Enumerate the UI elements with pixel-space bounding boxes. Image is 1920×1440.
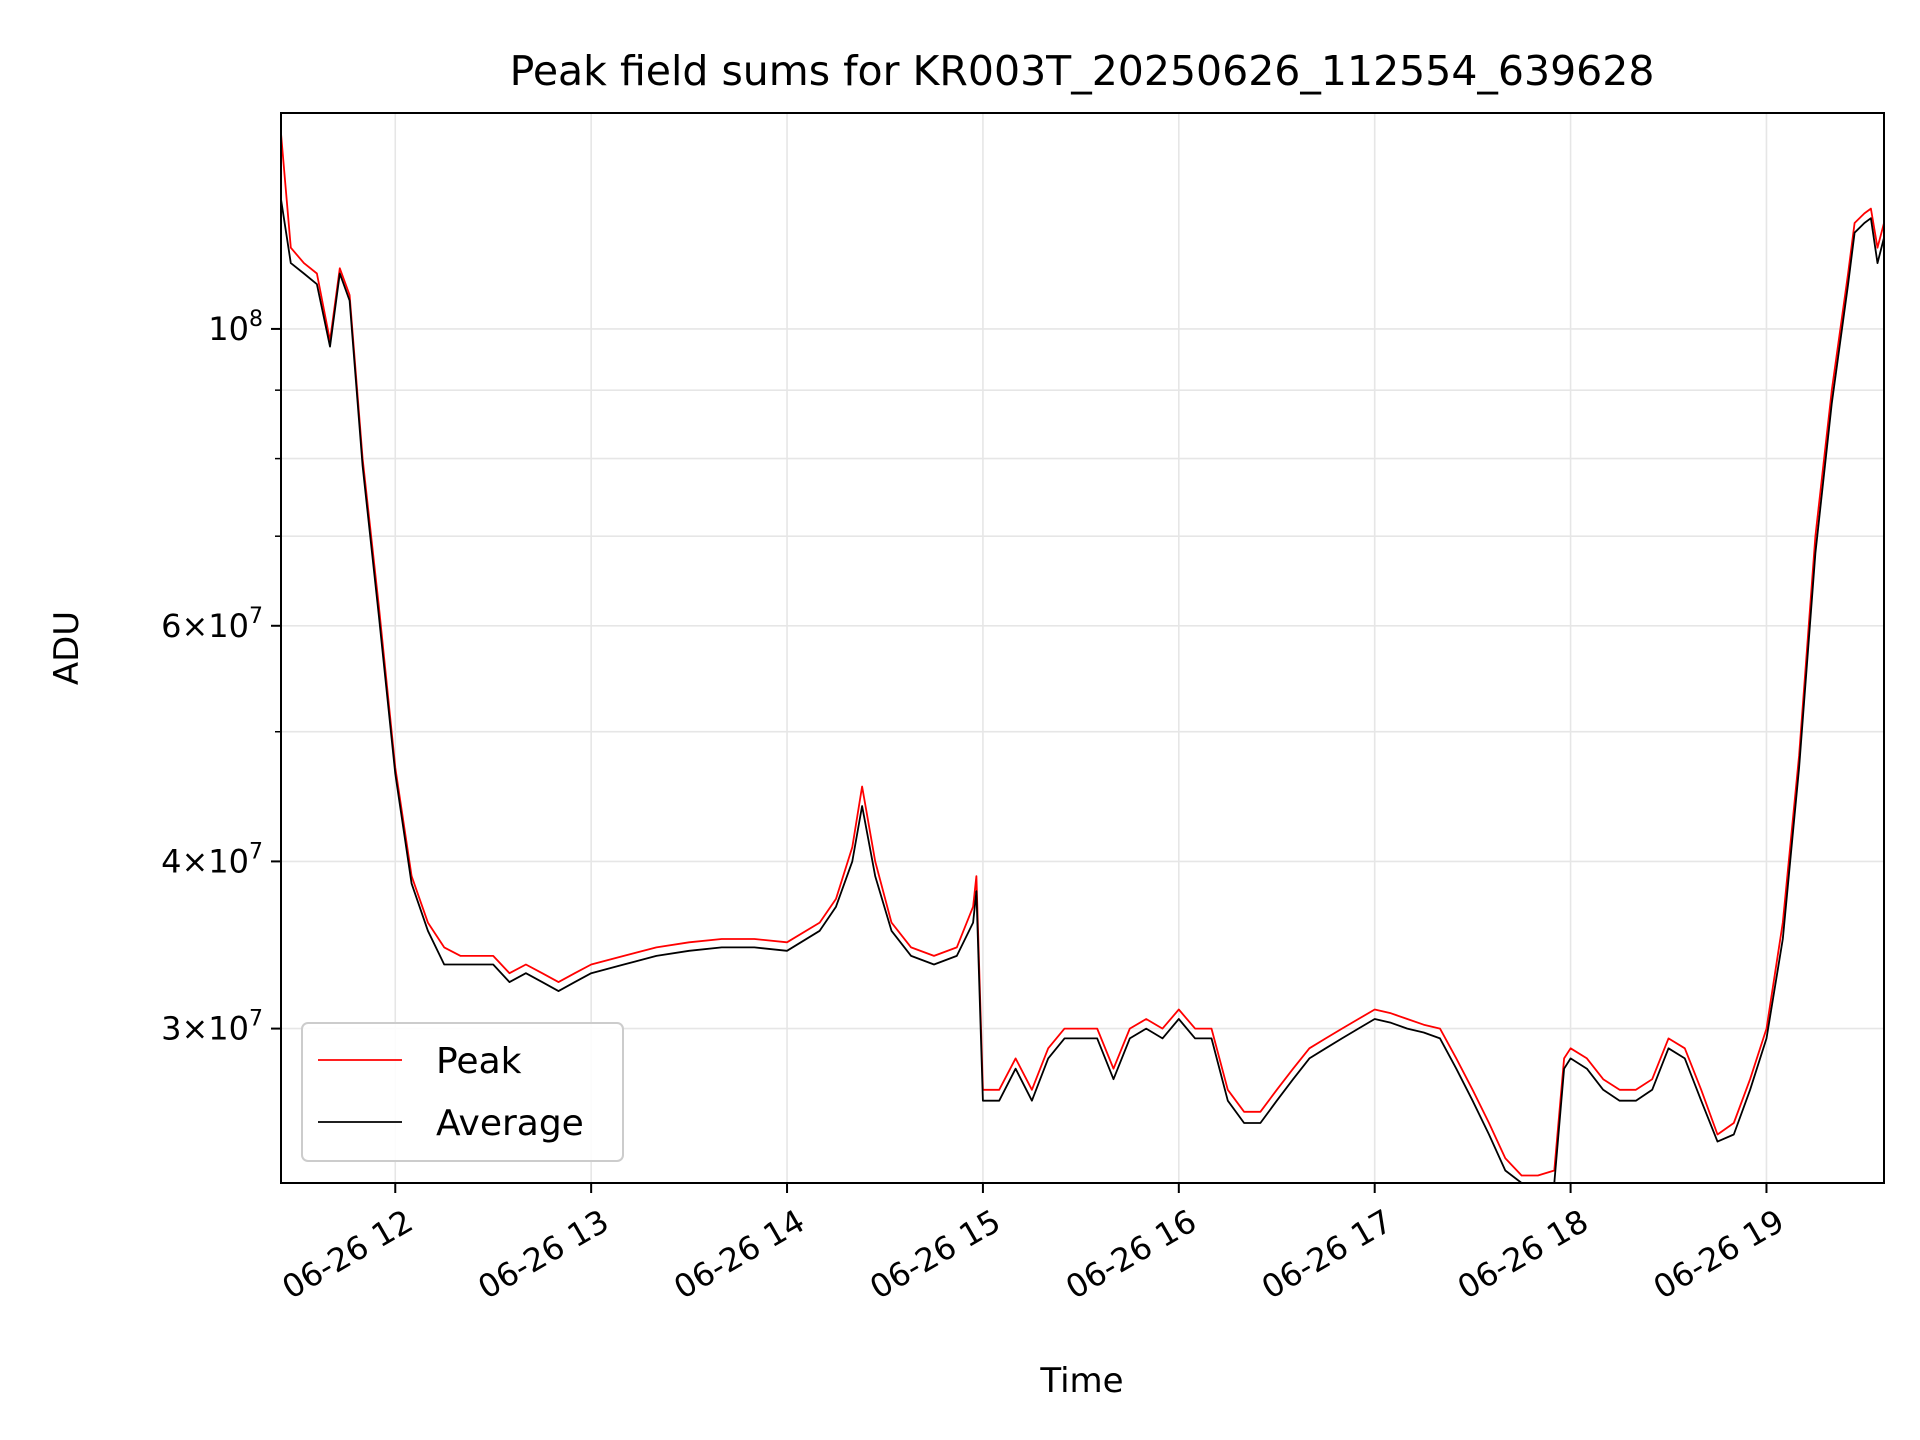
chart-title: Peak field sums for KR003T_20250626_1125… <box>510 47 1655 95</box>
legend-label-average: Average <box>436 1103 584 1144</box>
series-line-average <box>281 199 1884 1183</box>
legend-label-peak: Peak <box>436 1041 522 1082</box>
y-axis-label: ADU <box>47 611 87 685</box>
y-axis: 3×107 4×107 6×107 108 <box>161 307 281 1048</box>
series-line-peak <box>281 133 1884 1177</box>
y-tick-label: 4×107 <box>161 839 263 880</box>
plot-frame <box>280 112 1885 1184</box>
x-axis-label: Time <box>1039 1361 1123 1401</box>
y-tick-label: 6×107 <box>161 604 263 645</box>
series-layer <box>281 133 1884 1183</box>
y-tick-label: 3×107 <box>161 1007 263 1048</box>
legend: Peak Average <box>301 1022 624 1162</box>
y-tick-label: 108 <box>208 307 263 348</box>
legend-box <box>301 1022 624 1162</box>
